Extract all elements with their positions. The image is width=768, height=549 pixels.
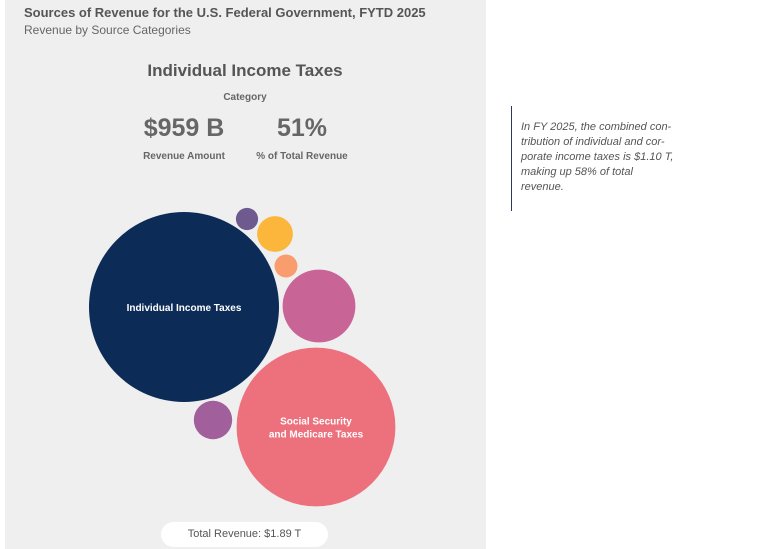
note-divider <box>511 106 512 211</box>
total-revenue-pill: Total Revenue: $1.89 T <box>161 522 328 547</box>
chart-subtitle: Revenue by Source Categories <box>24 23 191 37</box>
percent-of-total-label: % of Total Revenue <box>256 151 348 162</box>
selected-category-caption: Category <box>223 92 267 103</box>
revenue-amount-label: Revenue Amount <box>143 151 225 162</box>
selected-category-name: Individual Income Taxes <box>147 61 343 80</box>
note-text: In FY 2025, the combined con-tribution o… <box>521 121 674 193</box>
percent-of-total-value: 51% <box>276 114 328 142</box>
revenue-amount-value: $959 B <box>143 114 225 142</box>
bubble-customs-duties[interactable] <box>257 216 293 252</box>
bubble-label: and Medicare Taxes <box>269 430 364 441</box>
bubble-individual-income-taxes[interactable] <box>89 212 279 402</box>
bubble-excise-taxes[interactable] <box>274 254 298 278</box>
bubble-label: Social Security <box>280 417 352 428</box>
bubble-miscellaneous-revenue[interactable] <box>193 400 233 440</box>
bubble-corporate-income-taxes[interactable] <box>282 269 356 343</box>
chart-title: Sources of Revenue for the U.S. Federal … <box>24 5 426 20</box>
bubble-label: Individual Income Taxes <box>127 303 242 314</box>
bubble-social-security-and-medicare-taxes[interactable] <box>236 347 396 507</box>
bubble-estate-and-gift-taxes[interactable] <box>235 207 259 231</box>
